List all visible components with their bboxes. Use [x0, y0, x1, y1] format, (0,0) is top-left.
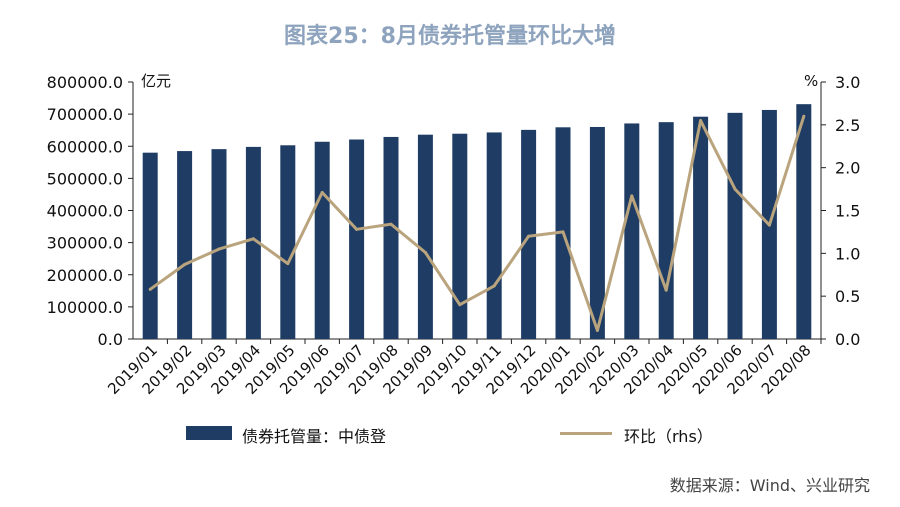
line-point [767, 223, 771, 227]
line-point [630, 194, 634, 198]
left-tick-label: 500000.0 [47, 169, 123, 188]
bar [142, 152, 158, 339]
left-tick-label: 700000.0 [47, 105, 123, 124]
line-point [355, 227, 359, 231]
legend-label-line: 环比（rhs） [624, 427, 713, 446]
line-point [733, 187, 737, 191]
bar-series [142, 104, 812, 339]
bar [796, 104, 812, 339]
right-tick-label: 2.5 [835, 116, 860, 135]
line-point [320, 191, 324, 195]
legend-swatch-bar [186, 426, 232, 440]
line-point [183, 262, 187, 266]
right-tick-label: 0.5 [835, 287, 860, 306]
left-tick-label: 0.0 [98, 330, 123, 349]
bar [245, 146, 261, 339]
source-note: 数据来源：Wind、兴业研究 [669, 476, 870, 495]
right-tick-label: 0.0 [835, 330, 860, 349]
left-tick-label: 400000.0 [47, 202, 123, 221]
left-axis-unit: 亿元 [141, 72, 171, 90]
bar [314, 141, 330, 339]
legend-label-bar: 债券托管量：中债登 [242, 427, 387, 446]
line-point [802, 114, 806, 118]
line-point [561, 230, 565, 234]
bar [417, 134, 433, 339]
right-tick-label: 2.0 [835, 159, 860, 178]
line-point [251, 237, 255, 241]
line-point [423, 250, 427, 254]
bar [211, 149, 227, 339]
legend-swatch-line [560, 432, 612, 435]
bar [177, 151, 193, 339]
right-tick-label: 1.0 [835, 244, 860, 263]
line-point [389, 222, 393, 226]
bar [727, 112, 743, 339]
line-point [527, 234, 531, 238]
bar [624, 123, 640, 339]
line-point [217, 247, 221, 251]
left-tick-label: 600000.0 [47, 137, 123, 156]
left-tick-label: 200000.0 [47, 266, 123, 285]
bar [383, 136, 399, 339]
line-point [595, 328, 599, 332]
bar [658, 122, 674, 339]
bar [280, 145, 296, 339]
line-series [148, 114, 806, 332]
line-point [664, 288, 668, 292]
bar [589, 126, 605, 339]
right-tick-label: 1.5 [835, 202, 860, 221]
left-tick-label: 800000.0 [47, 73, 123, 92]
bar [349, 139, 365, 339]
bar [693, 116, 709, 339]
line-point [458, 303, 462, 307]
chart-title: 图表25：8月债券托管量环比大增 [284, 24, 616, 49]
bar [452, 133, 468, 339]
line-point [286, 262, 290, 266]
line-point [699, 119, 703, 123]
line-point [492, 284, 496, 288]
series-line [149, 115, 806, 332]
bar [521, 129, 537, 339]
left-tick-label: 100000.0 [47, 298, 123, 317]
right-tick-label: 3.0 [835, 73, 860, 92]
left-tick-label: 300000.0 [47, 234, 123, 253]
bar [486, 132, 502, 339]
right-axis-unit: % [804, 72, 818, 90]
line-point [148, 287, 152, 291]
axes [128, 81, 826, 344]
